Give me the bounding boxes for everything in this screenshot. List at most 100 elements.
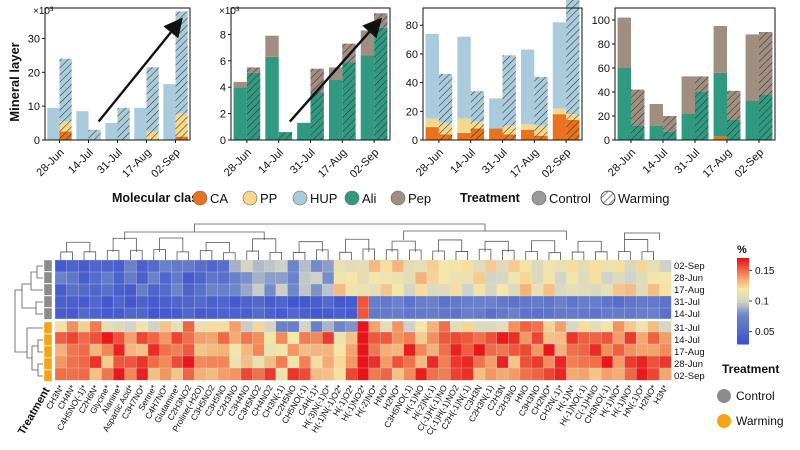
- bar-hatch-CA-02-Sep: [566, 119, 580, 140]
- legend-label-Ali: Ali: [362, 191, 377, 206]
- heatmap-cell: [461, 355, 474, 369]
- heatmap-cell: [531, 355, 544, 369]
- legend-label-CA: CA: [210, 191, 228, 206]
- heatmap-cell: [333, 355, 347, 369]
- heatmap-cell: [659, 271, 672, 285]
- heatmap-cell: [310, 259, 323, 273]
- dendrogram-branch: [37, 339, 43, 353]
- heatmap-cell: [252, 271, 265, 285]
- heatmap-cell: [136, 283, 149, 297]
- heatmap-cell: [380, 259, 393, 273]
- heatmap-row-label: 17-Aug: [674, 347, 705, 358]
- heatmap-cell: [357, 259, 370, 273]
- heatmap-cell: [647, 283, 660, 297]
- heatmap-cell: [368, 319, 381, 333]
- heatmap-cell: [333, 343, 347, 357]
- heatmap-cell: [275, 271, 288, 285]
- heatmap-cell: [543, 367, 556, 381]
- heatmap-cell: [543, 271, 556, 285]
- heatmap-cell: [264, 307, 277, 321]
- legend-label-Pep: Pep: [408, 191, 431, 206]
- heatmap-cell: [635, 295, 649, 309]
- heatmap-cell: [601, 331, 614, 345]
- x-tick-label: 28-Jun: [222, 147, 254, 179]
- heatmap-cell: [624, 259, 637, 273]
- dendrogram-branch: [159, 237, 184, 252]
- bar-hatch-HUP-17-Aug: [534, 76, 548, 126]
- heatmap-cell: [171, 319, 184, 333]
- heatmap-cell: [519, 355, 532, 369]
- heatmap-cell: [78, 355, 91, 369]
- heatmap-cell: [415, 259, 428, 273]
- heatmap-cell: [496, 343, 509, 357]
- heatmap-cell: [240, 283, 254, 297]
- heatmap-cell: [380, 283, 393, 297]
- heatmap-cell: [531, 295, 544, 309]
- heatmap-cell: [368, 295, 381, 309]
- heatmap-cell: [473, 271, 486, 285]
- heatmap-cell: [461, 283, 474, 297]
- heatmap-cell: [391, 343, 405, 357]
- colorbar-tick-label: 0.05: [755, 327, 775, 338]
- bar-hatch-Ali-17-Aug: [342, 62, 356, 141]
- dendrogram-branch: [124, 231, 265, 240]
- heatmap-cell: [159, 331, 172, 345]
- heatmap-cell: [624, 271, 637, 285]
- heatmap-cell: [403, 343, 416, 357]
- y-tick-label: 0: [220, 135, 226, 147]
- heatmap-cell: [543, 295, 556, 309]
- heatmap-cell: [624, 283, 637, 297]
- heatmap-cell: [217, 355, 230, 369]
- heatmap-cell: [543, 355, 556, 369]
- x-tick-label: 17-Aug: [508, 147, 542, 181]
- colorbar-step: [737, 335, 749, 339]
- heatmap-cell: [473, 307, 486, 321]
- heatmap-cell: [635, 271, 649, 285]
- heatmap-cell: [298, 283, 312, 297]
- heatmap-cell: [659, 331, 672, 345]
- heatmap-cell: [415, 271, 428, 285]
- heatmap-cell: [380, 295, 393, 309]
- heatmap-cell: [345, 343, 358, 357]
- heatmap-cell: [426, 283, 439, 297]
- heatmap-cell: [566, 295, 579, 309]
- dendrogram-branch: [618, 251, 631, 260]
- heatmap-cell: [508, 355, 521, 369]
- bar-hatch-PP-02-Sep: [566, 114, 580, 120]
- heatmap-cell: [415, 343, 428, 357]
- heatmap-cell: [647, 307, 660, 321]
- legend-swatch-Ali: [344, 190, 360, 206]
- heatmap-cell: [519, 319, 532, 333]
- heatmap-row-label: 14-Jul: [674, 309, 700, 320]
- heatmap-cell: [136, 367, 149, 381]
- heatmap-cell: [182, 259, 195, 273]
- dendrogram-branch: [391, 240, 416, 252]
- y-tick-label: 2: [220, 109, 226, 121]
- heatmap-cell: [124, 307, 137, 321]
- bar-hatch-PP-31-Jul: [502, 125, 516, 135]
- heatmap-cell: [624, 319, 637, 333]
- heatmap-cell: [66, 355, 79, 369]
- bar-panel-1: 28-Jun 14-Jul 31-Jul17-Aug02-Sep0102030×10…: [28, 6, 191, 180]
- colorbar-step: [737, 260, 749, 263]
- heatmap-cell: [368, 367, 381, 381]
- heatmap-legend-title: Treatment: [722, 362, 779, 376]
- bar-control-CA-28-Jun: [425, 127, 439, 140]
- x-tick-label: 28-Jun: [34, 147, 66, 179]
- y-tick-label: 0: [604, 135, 610, 147]
- heatmap-cell: [368, 283, 381, 297]
- heatmap-cell: [357, 343, 370, 357]
- heatmap-cell: [182, 367, 195, 381]
- heatmap-cell: [415, 283, 428, 297]
- y-tick-label: 0: [34, 135, 40, 147]
- bar-control-HUP-14-Jul: [457, 36, 471, 119]
- heatmap-cell: [310, 307, 323, 321]
- colorbar-title: %: [737, 244, 747, 256]
- heatmap-cell: [426, 343, 439, 357]
- heatmap-cell: [159, 259, 172, 273]
- heatmap-cell: [171, 295, 184, 309]
- heatmap-cell: [624, 355, 637, 369]
- y-tick-label: 80: [406, 20, 418, 32]
